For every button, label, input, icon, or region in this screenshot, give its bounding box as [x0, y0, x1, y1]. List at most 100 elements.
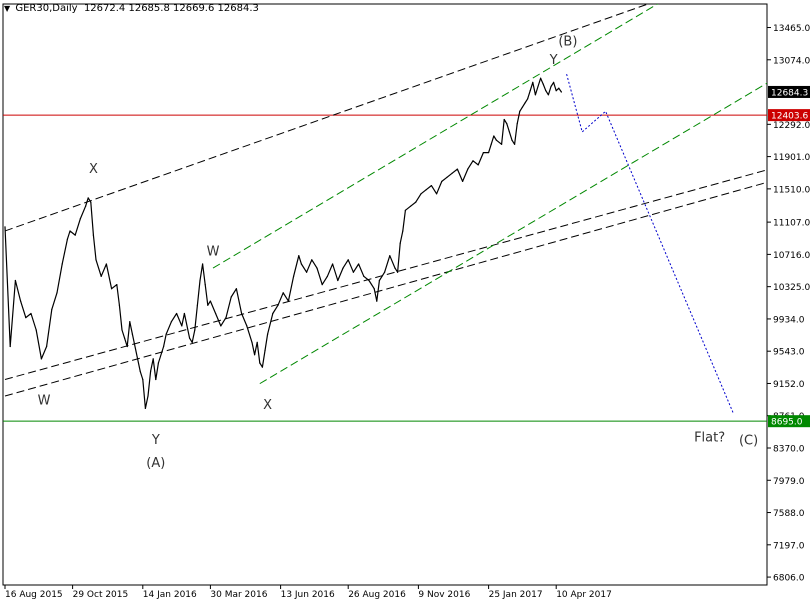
price-point	[95, 259, 97, 261]
x-tick-label: 9 Nov 2016	[418, 590, 470, 600]
price-point	[264, 350, 266, 352]
price-point	[20, 300, 22, 302]
price-point	[477, 164, 479, 166]
price-point	[558, 87, 560, 89]
price-point	[194, 329, 196, 331]
price-point	[267, 333, 269, 335]
wave-label: (A)	[146, 456, 165, 471]
price-point	[183, 312, 185, 315]
price-point	[246, 325, 248, 327]
price-point	[402, 230, 404, 232]
price-point	[92, 234, 94, 236]
price-point	[508, 131, 510, 133]
x-tick-label: 26 Aug 2016	[348, 590, 406, 600]
level-price-label: 8695.0	[771, 418, 803, 428]
y-tick-label: 9543.0	[773, 348, 805, 358]
price-point	[176, 312, 178, 315]
y-tick-label: 7588.0	[773, 509, 805, 519]
price-point	[451, 172, 453, 174]
price-point	[51, 308, 53, 310]
trend-line[interactable]	[4, 2, 655, 232]
price-point	[111, 288, 113, 290]
price-point	[40, 358, 43, 360]
dropdown-triangle-icon[interactable]: ▼	[4, 4, 11, 13]
price-point	[4, 226, 6, 228]
price-point	[514, 143, 516, 145]
price-point	[506, 123, 508, 125]
price-point	[537, 85, 539, 88]
price-point	[116, 283, 118, 286]
price-point	[399, 242, 401, 244]
price-point	[9, 345, 11, 348]
price-point	[425, 189, 427, 191]
price-point	[90, 201, 92, 203]
price-point	[376, 300, 378, 302]
price-point	[272, 312, 274, 315]
price-point	[446, 176, 448, 178]
price-point	[293, 275, 295, 277]
wave-label: (B)	[558, 34, 577, 49]
trend-line[interactable]	[4, 165, 785, 380]
y-tick-label: 7979.0	[773, 477, 805, 487]
price-point	[181, 325, 183, 327]
y-tick-label: 7197.0	[773, 541, 805, 551]
price-point	[105, 263, 107, 265]
price-point	[342, 267, 344, 269]
price-point	[150, 370, 152, 372]
price-point	[332, 263, 334, 265]
price-point	[79, 217, 81, 220]
price-point	[550, 85, 552, 88]
price-point	[204, 283, 206, 286]
price-point	[137, 358, 139, 360]
wave-label: W	[38, 393, 51, 408]
level-price-box	[768, 109, 810, 122]
wave-label: Y	[151, 433, 160, 448]
price-point	[147, 395, 149, 397]
current-price-label: 12684.3	[771, 88, 808, 98]
price-point	[394, 267, 396, 269]
price-point	[404, 209, 406, 211]
price-point	[74, 234, 76, 236]
y-tick-label: 9152.0	[773, 380, 805, 390]
price-point	[126, 345, 128, 348]
price-point	[131, 333, 133, 335]
price-point	[542, 83, 544, 85]
price-point	[521, 106, 524, 108]
price-point	[139, 370, 141, 372]
price-point	[420, 193, 422, 195]
price-point	[124, 337, 126, 339]
price-point	[66, 238, 68, 240]
price-series-line	[4, 77, 562, 409]
price-point	[282, 292, 284, 294]
price-point	[311, 259, 313, 261]
price-point	[321, 283, 323, 286]
price-point	[209, 300, 211, 302]
price-point	[129, 321, 131, 323]
x-tick-label: 13 Jun 2016	[281, 590, 335, 600]
trend-line[interactable]	[212, 3, 659, 269]
price-point	[430, 184, 432, 187]
y-tick-label: 11901.0	[773, 153, 810, 163]
price-point	[472, 160, 474, 162]
wave-label: Y	[549, 53, 558, 68]
price-point	[202, 263, 204, 265]
price-point	[163, 345, 165, 348]
wave-label: Flat?	[694, 430, 725, 445]
price-point	[436, 193, 438, 195]
y-tick-label: 11510.0	[773, 185, 810, 195]
wave-label: X	[263, 398, 272, 413]
y-tick-label: 9934.0	[773, 315, 805, 325]
price-point	[189, 337, 191, 339]
price-point	[306, 271, 308, 273]
trend-line[interactable]	[259, 72, 785, 385]
price-point	[30, 312, 32, 315]
trend-line[interactable]	[4, 177, 785, 397]
price-point	[220, 325, 222, 327]
price-point	[555, 90, 557, 92]
wave-label: (C)	[739, 434, 758, 449]
wave-projection-line[interactable]	[566, 73, 734, 413]
symbol-label: GER30,Daily	[15, 3, 78, 14]
y-tick-label: 11107.0	[773, 219, 810, 229]
price-point	[215, 312, 217, 315]
